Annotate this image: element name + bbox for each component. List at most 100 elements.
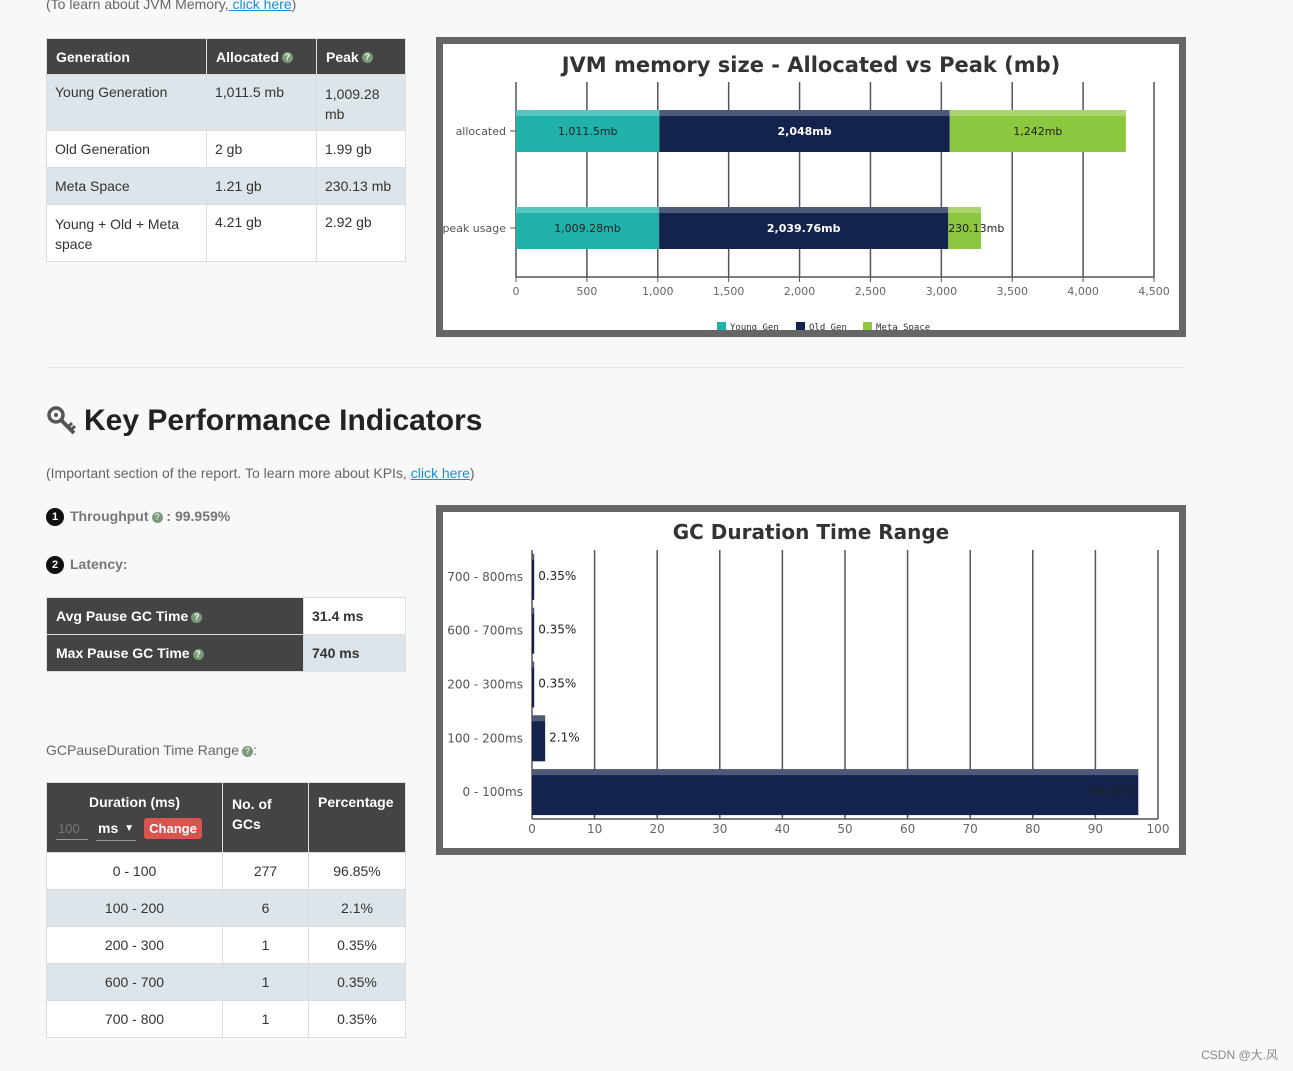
table-row: 0 - 100 277 96.85% [46,852,406,890]
bar-young-gen [516,207,660,249]
y-category-label: 600 - 700ms [447,624,523,638]
pause-range-label: GCPauseDuration Time Range?: [46,742,257,758]
x-tick-label: 2,000 [784,285,816,298]
duration-interval-input[interactable] [56,817,88,840]
y-category-label: 100 - 200ms [447,731,523,745]
table-row: Meta Space 1.21 gb 230.13 mb [46,167,406,205]
cell-count: 6 [222,889,309,927]
kpi-subtitle-text: (Important section of the report. To lea… [46,465,411,481]
header-percentage: Percentage [308,782,406,853]
bar-meta-space [948,207,981,249]
bar-data-label: 2,048mb [778,125,832,138]
gc-duration-bar [532,769,1139,816]
kpi-click-here-link[interactable]: click here [410,465,470,481]
table-row: Young + Old + Meta space 4.21 gb 2.92 gb [46,204,406,262]
cell-pct: 0.35% [308,1000,406,1038]
latency-row: 2 Latency: [46,556,128,574]
cell-count: 1 [222,1000,309,1038]
cell-range: 600 - 700 [46,963,223,1001]
y-category-label: peak usage [443,222,506,235]
x-tick-label: 500 [576,285,597,298]
help-icon[interactable]: ? [242,745,253,757]
bar-old-gen [659,110,950,152]
bar-meta-space [949,110,1126,152]
cell-pct: 0.35% [308,963,406,1001]
kpi-subtitle-suffix: ) [469,465,475,481]
bar-highlight [532,715,546,722]
memory-size-table: Generation Allocated? Peak? Young Genera… [46,38,406,262]
throughput-value: : 99.959% [162,508,231,525]
cell-count: 277 [222,852,309,890]
bar-data-label: 0.35% [538,677,576,691]
x-tick-label: 100 [1147,822,1170,836]
help-icon[interactable]: ? [282,52,294,64]
cell-generation: Young Generation [46,74,207,131]
cell-count: 1 [222,926,309,964]
header-generation: Generation [46,38,207,75]
key-icon [47,406,77,435]
pause-range-label-suffix: : [253,742,257,758]
throughput-number-badge: 1 [46,508,64,526]
cell-peak: 1.99 gb [316,130,406,168]
bar-highlight [532,607,535,614]
x-tick-label: 70 [963,822,978,836]
kpi-subtitle: (Important section of the report. To lea… [46,465,475,481]
x-tick-label: 3,500 [996,285,1027,298]
kpi-section-title: Key Performance Indicators [46,404,482,438]
avg-pause-label: Avg Pause GC Time? [46,597,304,635]
table-row: 700 - 800 1 0.35% [46,1000,406,1038]
cell-allocated: 1.21 gb [206,167,317,205]
x-tick-label: 90 [1088,822,1103,836]
x-tick-label: 0 [528,822,536,836]
table-row: 200 - 300 1 0.35% [46,926,406,964]
memory-click-here-link[interactable]: click here [228,0,292,12]
bar-highlight [516,207,660,213]
throughput-label: Throughput [70,508,149,525]
x-tick-label: 4,500 [1138,285,1170,298]
cell-generation: Young + Old + Meta space [46,204,207,262]
help-icon[interactable]: ? [191,611,203,623]
pause-range-label-text: GCPauseDuration Time Range [46,742,239,758]
chart-title: GC Duration Time Range [673,520,950,544]
legend-label: Meta Space [876,323,930,330]
cell-allocated: 4.21 gb [206,204,317,262]
y-category-label: 0 - 100ms [463,785,523,799]
gc-duration-bar [532,715,546,762]
legend-label: Old Gen [809,323,847,330]
bar-data-label: 0.35% [538,569,576,583]
unit-select[interactable]: ms ▼ [96,816,137,841]
bar-young-gen [516,110,660,152]
x-tick-label: 40 [775,822,790,836]
bar-highlight [532,553,535,560]
bar-data-label: 96.85% [1091,784,1137,798]
help-icon[interactable]: ? [192,648,204,660]
latency-label: Latency: [70,556,128,573]
help-icon[interactable]: ? [151,511,163,523]
x-tick-label: 3,000 [926,285,958,298]
chart-title: JVM memory size - Allocated vs Peak (mb) [560,53,1061,77]
cell-pct: 2.1% [308,889,406,927]
avg-pause-value: 31.4 ms [303,597,406,635]
bar-data-label: 2.1% [549,730,580,744]
cell-peak: 1,009.28 mb [316,74,406,131]
latency-number-badge: 2 [46,556,64,574]
help-icon[interactable]: ? [361,52,373,64]
cell-peak: 230.13 mb [316,167,406,205]
max-pause-label: Max Pause GC Time? [46,634,304,672]
header-allocated: Allocated? [206,38,317,75]
y-category-label: 200 - 300ms [447,678,523,692]
gc-duration-bar [532,553,535,600]
x-tick-label: 20 [650,822,665,836]
legend-swatch [796,322,805,331]
x-tick-label: 4,000 [1067,285,1099,298]
change-button[interactable]: Change [144,818,202,839]
bar-data-label: 2,039.76mb [767,222,841,235]
cell-peak: 2.92 gb [316,204,406,262]
memory-intro-suffix: ) [291,0,297,12]
x-tick-label: 50 [837,822,852,836]
bar-data-label: 0.35% [538,623,576,637]
bar-highlight [949,110,1126,116]
memory-allocation-chart: JVM memory size - Allocated vs Peak (mb)… [442,53,1170,333]
table-row: 600 - 700 1 0.35% [46,963,406,1001]
gc-duration-bar [532,607,535,654]
